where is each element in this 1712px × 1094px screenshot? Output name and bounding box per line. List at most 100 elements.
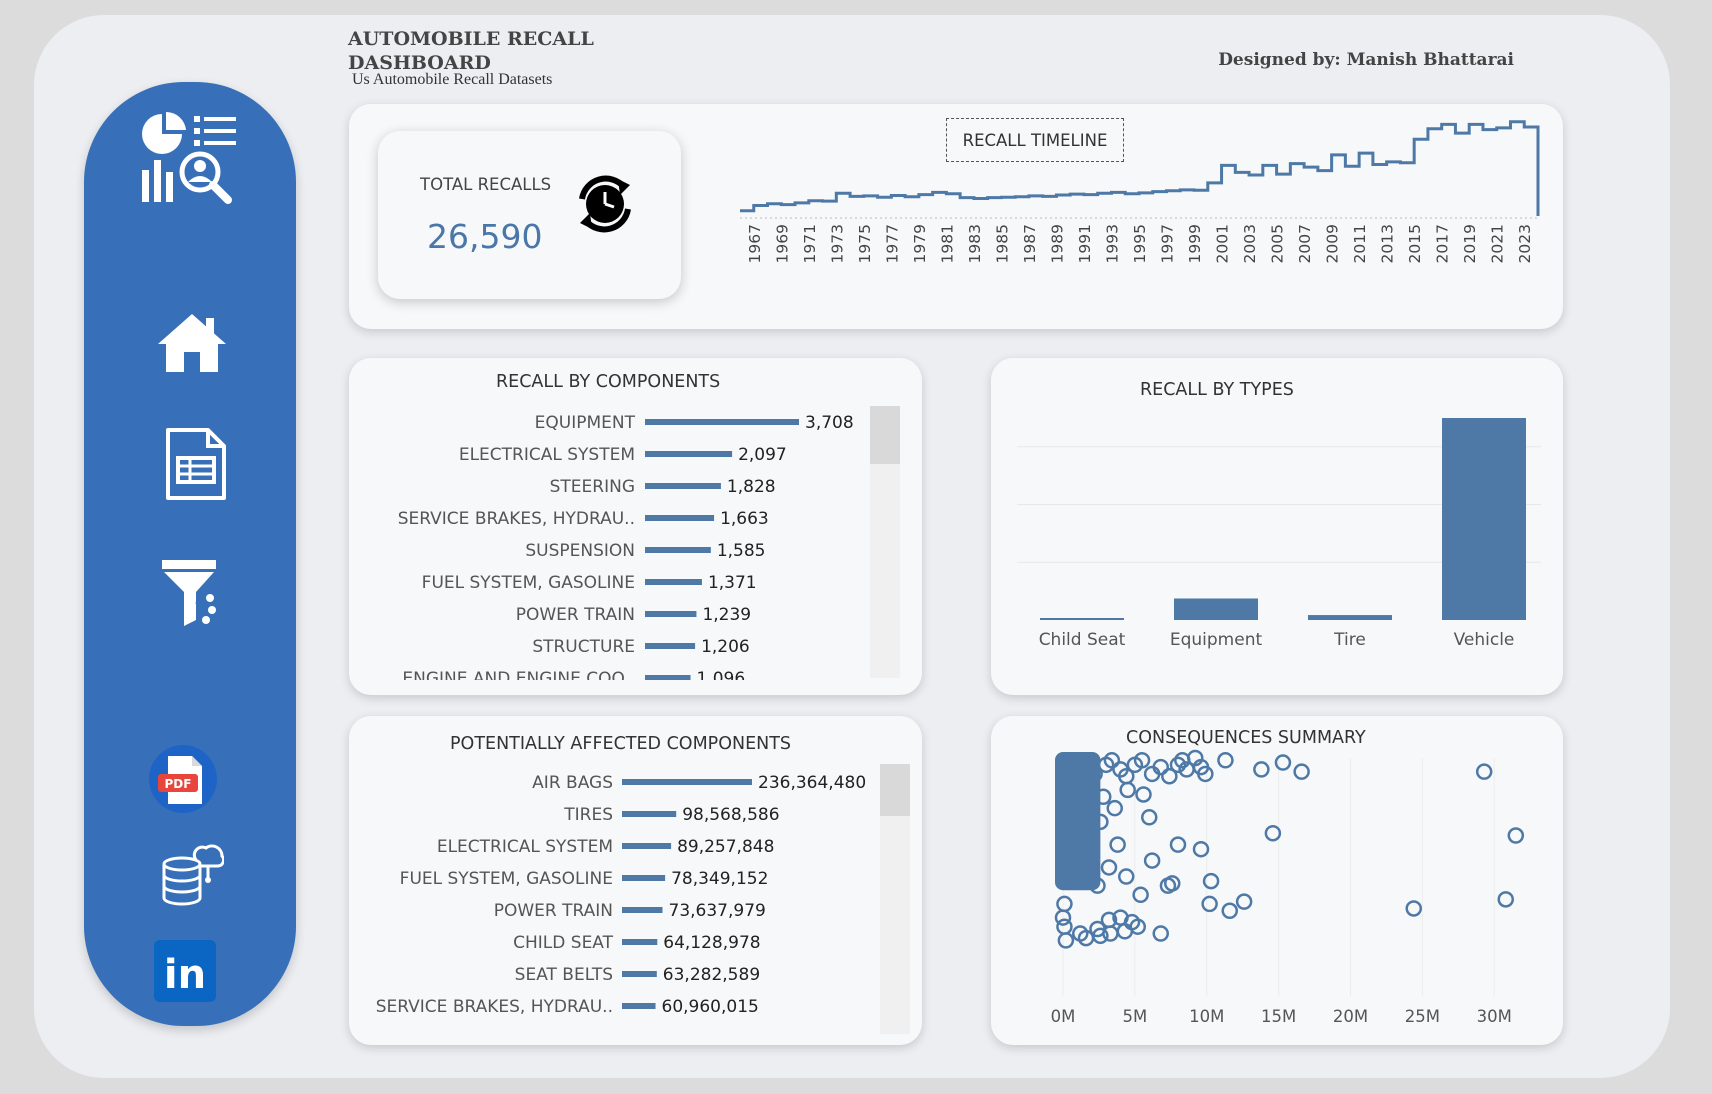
scatter-point <box>1100 859 1118 876</box>
scatter-point <box>1217 752 1234 769</box>
recall-by-types-card: RECALL BY TYPES Child Seat Equipment Tire V… <box>991 358 1563 695</box>
scatter-point <box>1082 827 1099 844</box>
types-category-label: Child Seat <box>1039 630 1126 650</box>
affected-value-label: 64,128,978 <box>663 933 760 953</box>
timeline-tick-label: 2021 <box>1489 224 1507 263</box>
timeline-tick-label: 2017 <box>1434 224 1452 263</box>
types-bar <box>1308 615 1392 620</box>
components-value-label: 1,096 <box>697 669 746 680</box>
affected-scroll-thumb[interactable] <box>880 764 910 816</box>
timeline-tick-label: 2019 <box>1461 224 1479 263</box>
components-category-label: EQUIPMENT <box>535 413 636 433</box>
affected-components-card: POTENTIALLY AFFECTED COMPONENTS AIR BAGS… <box>349 716 922 1045</box>
scatter-point <box>1135 786 1152 803</box>
scatter-point <box>1161 767 1178 785</box>
components-chart-viewport: EQUIPMENT 3,708 ELECTRICAL SYSTEM 2,097 STEE… <box>349 402 922 680</box>
timeline-tick-label: 1989 <box>1048 224 1066 263</box>
components-scroll-thumb[interactable] <box>870 406 900 464</box>
affected-value-label: 60,960,015 <box>662 997 759 1017</box>
affected-category-label: TIRES <box>563 805 613 825</box>
scatter-tick-label: 5M <box>1123 1007 1148 1026</box>
scatter-tick-label: 25M <box>1405 1007 1440 1026</box>
components-value-label: 1,239 <box>702 605 751 625</box>
timeline-tick-label: 2011 <box>1351 224 1369 263</box>
types-category-label: Tire <box>1333 630 1366 650</box>
timeline-tick-label: 1993 <box>1103 224 1121 263</box>
components-scrollbar[interactable] <box>870 406 900 678</box>
affected-bar <box>622 843 672 849</box>
scatter-point <box>1083 779 1100 796</box>
timeline-title: RECALL TIMELINE <box>946 118 1124 162</box>
types-category-label: Vehicle <box>1454 630 1515 650</box>
scatter-point <box>1056 918 1073 935</box>
scatter-point <box>1092 927 1109 945</box>
timeline-tick-label: 1973 <box>828 224 846 263</box>
affected-bar <box>622 811 677 817</box>
timeline-tick-label: 2023 <box>1516 224 1534 263</box>
types-bar-chart: Child Seat Equipment Tire Vehicle <box>1017 417 1541 650</box>
timeline-tick-label: 1991 <box>1076 224 1094 263</box>
types-category-label: Equipment <box>1170 630 1263 650</box>
timeline-tick-label: 1987 <box>1021 224 1039 263</box>
timeline-tick-label: 1997 <box>1159 224 1177 263</box>
timeline-tick-label: 1969 <box>773 224 791 263</box>
scatter-point <box>1061 783 1079 801</box>
components-bar-chart: EQUIPMENT 3,708 ELECTRICAL SYSTEM 2,097 STEE… <box>398 413 854 680</box>
components-bar <box>645 579 702 585</box>
scatter-point <box>1143 852 1161 869</box>
components-value-label: 1,206 <box>701 637 750 657</box>
filter-funnel-icon[interactable] <box>160 558 220 628</box>
report-sheet-icon[interactable] <box>164 426 228 502</box>
scatter-tick-label: 20M <box>1333 1007 1368 1026</box>
affected-value-label: 98,568,586 <box>682 805 779 825</box>
components-category-label: ENGINE AND ENGINE COO.. <box>402 669 635 680</box>
timeline-tick-label: 2007 <box>1296 224 1314 263</box>
timeline-tick-label: 2015 <box>1406 224 1424 263</box>
affected-value-label: 89,257,848 <box>677 837 774 857</box>
affected-category-label: ELECTRICAL SYSTEM <box>437 837 613 857</box>
scatter-point <box>1197 765 1214 783</box>
components-category-label: SERVICE BRAKES, HYDRAU.. <box>398 509 635 529</box>
kpi-label: TOTAL RECALLS <box>420 175 552 194</box>
types-bar <box>1040 618 1124 620</box>
scatter-point <box>1152 925 1169 942</box>
components-value-label: 1,371 <box>708 573 757 593</box>
affected-title: POTENTIALLY AFFECTED COMPONENTS <box>450 734 792 754</box>
scatter-point <box>1118 868 1135 885</box>
components-category-label: STRUCTURE <box>532 637 635 657</box>
timeline-tick-label: 2009 <box>1324 224 1342 263</box>
affected-bar <box>622 907 663 913</box>
types-title: RECALL BY TYPES <box>1140 380 1294 400</box>
types-bar <box>1442 417 1526 620</box>
scatter-point <box>1109 836 1126 853</box>
affected-bar <box>622 971 657 977</box>
consequences-scatter-chart: 0M 5M 10M 15M 20M 25M 30M <box>1051 749 1525 1026</box>
scatter-point <box>1274 754 1292 771</box>
timeline-tick-label: 2013 <box>1379 224 1397 263</box>
affected-category-label: SEAT BELTS <box>515 965 613 985</box>
timeline-series-line <box>740 120 1540 216</box>
components-bar <box>645 611 697 617</box>
timeline-tick-label: 1983 <box>966 224 984 263</box>
scatter-point <box>1103 752 1121 769</box>
affected-bar <box>622 1003 656 1009</box>
scatter-point <box>1169 836 1187 853</box>
refresh-clock-icon <box>579 175 631 233</box>
affected-value-label: 63,282,589 <box>663 965 760 985</box>
components-bar <box>645 451 733 457</box>
scatter-point <box>1141 809 1158 826</box>
scatter-tick-label: 10M <box>1189 1007 1224 1026</box>
affected-bar <box>622 779 752 785</box>
home-icon[interactable] <box>156 312 228 374</box>
components-bar <box>645 483 721 489</box>
pdf-icon[interactable]: PDF <box>148 744 218 814</box>
timeline-tick-label: 1985 <box>993 224 1011 263</box>
database-cloud-icon[interactable] <box>160 842 226 908</box>
scatter-point <box>1119 781 1136 799</box>
linkedin-icon[interactable]: in <box>154 940 216 1002</box>
timeline-tick-label: 1979 <box>911 224 929 263</box>
affected-scrollbar[interactable] <box>880 764 910 1034</box>
analytics-logo-icon[interactable] <box>140 111 240 212</box>
recall-timeline-chart: 1967 1969 1971 1973 1975 1977 1979 1981 1983 1985… <box>740 120 1540 263</box>
components-bar <box>645 419 799 425</box>
